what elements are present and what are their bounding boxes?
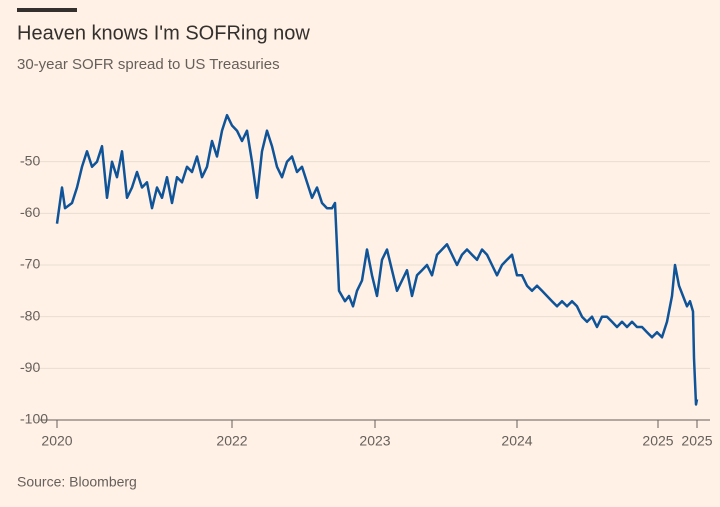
y-tick-label: -80 [20, 307, 40, 323]
y-tick-label: -60 [20, 204, 40, 220]
chart-subtitle: 30-year SOFR spread to US Treasuries [17, 56, 280, 73]
x-tick-label: 2025 [642, 433, 673, 449]
x-tick-label: 2024 [501, 433, 532, 449]
x-tick-label: 2023 [359, 433, 390, 449]
y-tick-label: -90 [20, 359, 40, 375]
title-bar [17, 8, 77, 12]
line-series [55, 113, 699, 406]
x-tick-label: 2022 [216, 433, 247, 449]
y-tick-label: -100 [20, 411, 48, 427]
x-tick-label: 2020 [41, 433, 72, 449]
source: Source: Bloomberg [17, 474, 137, 490]
x-tick-label: 2025 [681, 433, 712, 449]
chart-title: Heaven knows I'm SOFRing now [17, 22, 310, 44]
y-tick-label: -70 [20, 256, 40, 272]
y-tick-label: -50 [20, 152, 40, 168]
